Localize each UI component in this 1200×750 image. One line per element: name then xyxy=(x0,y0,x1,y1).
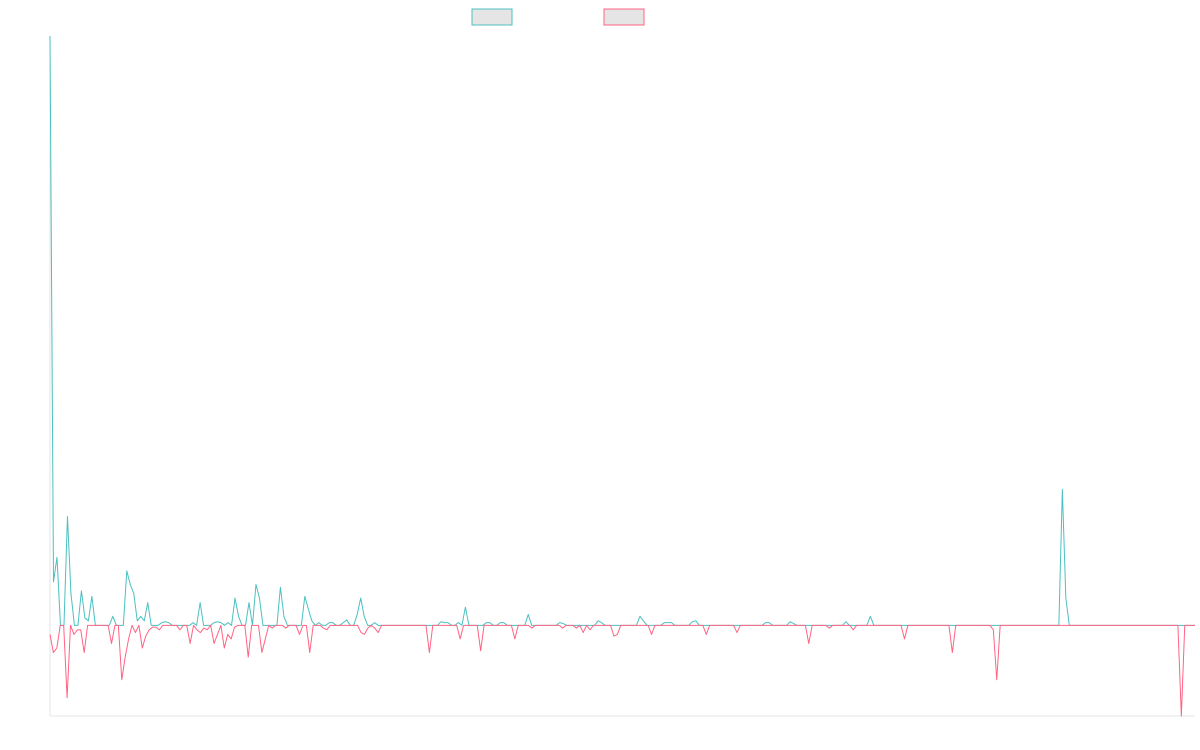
series-line-2 xyxy=(49,624,1195,717)
series-line-1 xyxy=(49,35,1195,626)
legend xyxy=(471,8,645,26)
legend-swatch-1[interactable] xyxy=(471,8,513,26)
series-group xyxy=(49,35,1195,717)
legend-swatch-2[interactable] xyxy=(603,8,645,26)
